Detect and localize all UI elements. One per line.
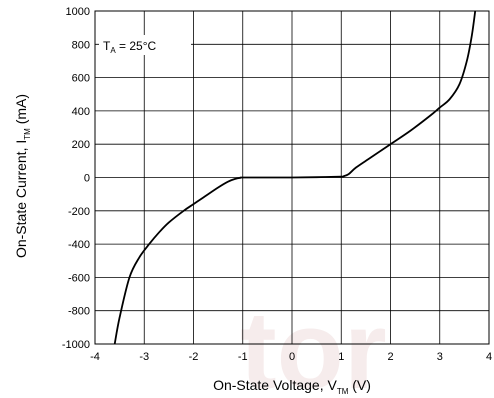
- y-tick-label: 400: [72, 106, 90, 118]
- y-tick-labels: 1000 800 600 400 200 0 -200 -400 -600 -800 -1000: [62, 6, 90, 351]
- y-tick-label: -200: [68, 206, 90, 218]
- x-tick-label: 0: [289, 351, 295, 363]
- series-line: [113, 10, 477, 345]
- y-axis-label-sub: TM: [23, 128, 32, 140]
- y-tick-label: -1000: [62, 339, 90, 351]
- x-tick-label: -3: [139, 351, 149, 363]
- y-tick-label: 800: [72, 39, 90, 51]
- y-tick-label: -600: [68, 272, 90, 284]
- x-tick-label: 4: [486, 351, 492, 363]
- y-tick-label: 200: [72, 139, 90, 151]
- y-tick-label: -800: [68, 306, 90, 318]
- annotation-sub: A: [110, 46, 116, 55]
- annotation-main: T: [103, 39, 111, 53]
- plot-frame: [94, 10, 490, 345]
- x-tick-label: -4: [90, 351, 100, 363]
- y-tick-label: 0: [84, 173, 90, 185]
- y-tick-label: 600: [72, 73, 90, 85]
- x-tick-labels: -4 -3 -2 -1 0 1 2 3 4: [90, 351, 492, 363]
- x-axis-label-sub: TM: [337, 387, 349, 396]
- x-tick-label: -1: [238, 351, 248, 363]
- x-axis-label: On-State Voltage, VTM (V): [213, 377, 371, 396]
- x-axis-label-rest: (V): [348, 377, 371, 393]
- annotation-rest: = 25°C: [116, 39, 157, 53]
- annotation-background: [99, 35, 191, 55]
- y-axis-label-main: On-State Current, I: [13, 140, 29, 258]
- x-tick-label: 1: [338, 351, 344, 363]
- y-tick-label: -400: [68, 239, 90, 251]
- x-tick-label: 2: [387, 351, 393, 363]
- annotation: TA = 25°C: [103, 39, 157, 55]
- y-axis-label: On-State Current, ITM (mA): [13, 94, 32, 258]
- y-axis-label-rest: (mA): [13, 94, 29, 128]
- x-tick-label: 3: [437, 351, 443, 363]
- x-tick-label: -2: [189, 351, 199, 363]
- x-axis-label-main: On-State Voltage, V: [213, 377, 337, 393]
- y-tick-label: 1000: [66, 6, 90, 18]
